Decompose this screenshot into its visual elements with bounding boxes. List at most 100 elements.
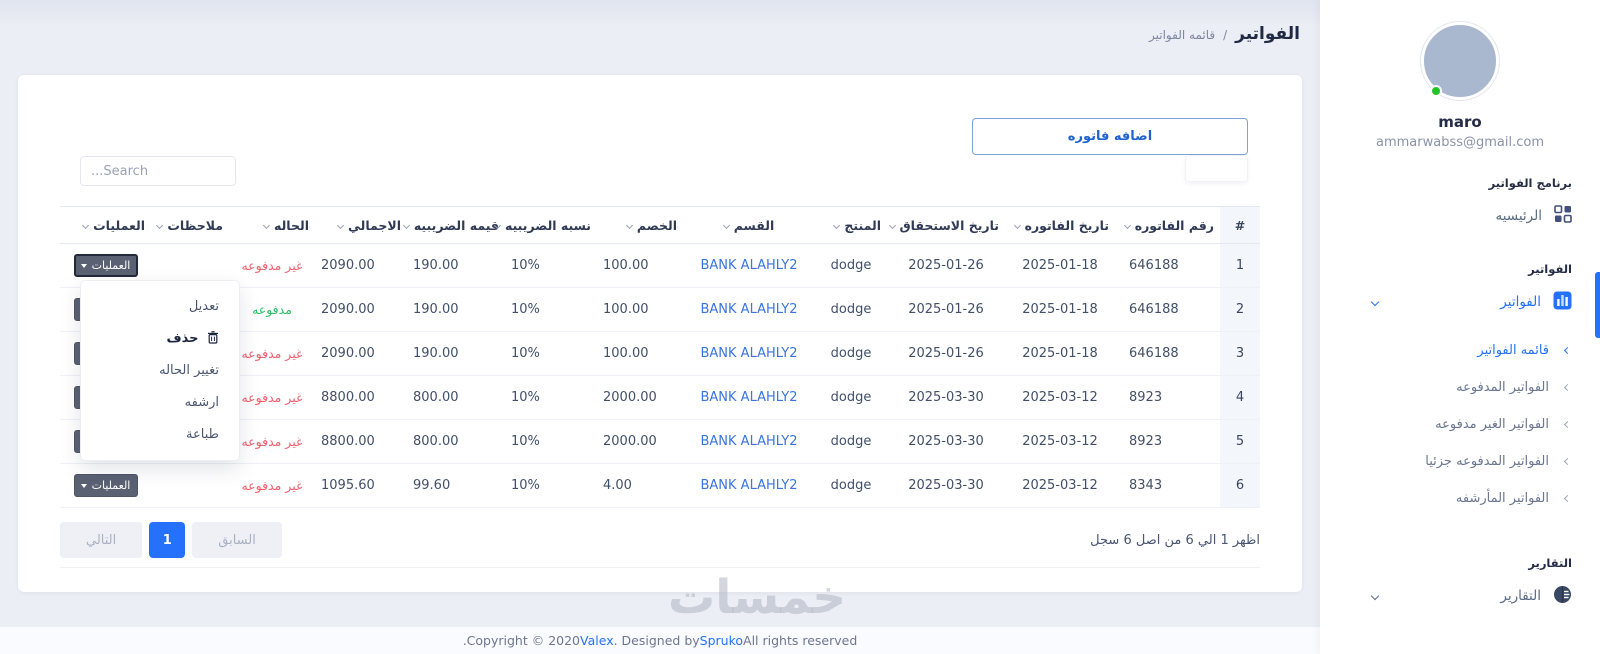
discount-cell: 2000.00 <box>597 419 683 464</box>
invoice-date-cell: 2025-03-12 <box>1005 419 1115 464</box>
tax-value-cell: 190.00 <box>407 331 505 376</box>
next-page-button[interactable]: التالي <box>60 522 143 558</box>
actions-cell: العمليات <box>60 463 151 508</box>
sidebar-subitem-invoice-list[interactable]: قائمه الفواتير <box>1320 332 1600 368</box>
sort-icon <box>262 221 271 229</box>
department-link[interactable]: BANK ALAHLY2 <box>700 258 798 273</box>
header-invoice-date[interactable]: تاريخ الفاتوره <box>1005 206 1115 244</box>
header-actions[interactable]: العمليات <box>60 206 151 244</box>
sidebar: maro ammarwabss@gmail.com برنامج الفواتي… <box>1320 0 1600 654</box>
row-index: 5 <box>1220 419 1260 464</box>
chevron-left-icon <box>1563 420 1572 428</box>
sort-icon <box>722 221 730 229</box>
product-cell: dodge <box>815 331 887 376</box>
section-label-invoices: الفواتير <box>1528 262 1572 276</box>
page-title: الفواتير <box>1235 24 1300 44</box>
user-name: maro <box>1438 113 1482 131</box>
department-link[interactable]: BANK ALAHLY2 <box>700 478 798 493</box>
tax-rate-cell: 10% <box>505 331 597 376</box>
row-index: 4 <box>1220 375 1260 420</box>
spruko-link[interactable]: Spruko <box>699 633 744 648</box>
chevron-left-icon <box>1563 457 1572 465</box>
header-label: الحاله <box>274 217 309 233</box>
table-header-row: # رقم الفاتوره تاريخ الفاتوره تاريخ الاس… <box>60 206 1260 244</box>
header-index: # <box>1220 206 1260 244</box>
header-status[interactable]: الحاله <box>229 206 315 244</box>
department-cell: BANK ALAHLY2 <box>683 287 815 332</box>
actions-button[interactable]: العمليات <box>73 254 138 277</box>
invoice-date-cell: 2025-01-18 <box>1005 243 1115 288</box>
header-label: قيمه الضريبيه <box>413 217 499 233</box>
tax-rate-cell: 10% <box>505 243 597 288</box>
menu-item-edit[interactable]: تعديل <box>188 299 219 314</box>
header-product[interactable]: المنتج <box>815 206 887 244</box>
department-link[interactable]: BANK ALAHLY2 <box>700 390 798 405</box>
add-invoice-label: اضافه فاتوره <box>1067 129 1153 144</box>
header-discount[interactable]: الخصم <box>597 206 683 244</box>
header-invoice-number[interactable]: رقم الفاتوره <box>1115 206 1220 244</box>
menu-item-change-status[interactable]: تغيير الحاله <box>159 363 219 378</box>
trash-icon <box>208 331 218 344</box>
menu-item-label: حذف <box>166 331 199 346</box>
sort-icon <box>156 221 164 229</box>
card-divider <box>60 567 1260 568</box>
header-notes[interactable]: ملاحظات <box>151 206 229 244</box>
invoice-date-cell: 2025-01-18 <box>1005 331 1115 376</box>
online-status-dot <box>1430 85 1442 97</box>
sidebar-item-invoices[interactable]: الفواتير <box>1320 282 1600 322</box>
product-cell: dodge <box>815 375 887 420</box>
invoice-number-cell: 646188 <box>1115 331 1220 376</box>
sort-icon <box>336 221 345 229</box>
sidebar-subitem-label: الفواتير الغير مدفوعه <box>1435 416 1549 432</box>
department-link[interactable]: BANK ALAHLY2 <box>700 302 798 317</box>
valex-link[interactable]: Valex <box>580 633 614 648</box>
caret-down-icon <box>80 263 87 268</box>
tax-value-cell: 800.00 <box>407 375 505 420</box>
department-link[interactable]: BANK ALAHLY2 <box>700 346 798 361</box>
sidebar-item-label: الفواتير <box>1500 294 1541 310</box>
scrollbar-thumb[interactable] <box>1595 272 1600 338</box>
tax-value-cell: 190.00 <box>407 287 505 332</box>
header-label: نسبه الضريبيه <box>505 217 591 233</box>
chevron-left-icon <box>1563 346 1572 354</box>
header-label: تاريخ الفاتوره <box>1024 217 1109 233</box>
sidebar-subitem-unpaid-invoices[interactable]: الفواتير الغير مدفوعه <box>1320 406 1600 442</box>
avatar <box>1421 22 1499 100</box>
header-tax-rate[interactable]: نسبه الضريبيه <box>493 206 597 244</box>
menu-item-print[interactable]: طباعة <box>186 427 219 442</box>
actions-button-label: العمليات <box>91 479 131 492</box>
sort-icon <box>1123 221 1131 229</box>
actions-button[interactable]: العمليات <box>73 474 138 497</box>
chevron-down-icon <box>1370 297 1380 307</box>
current-page-button[interactable]: 1 <box>149 522 186 558</box>
total-cell: 2090.00 <box>315 287 407 332</box>
breadcrumb-separator: / <box>1223 28 1228 42</box>
header-total[interactable]: الاجمالي <box>315 206 407 244</box>
status-badge: غير مدفوعه <box>229 243 315 288</box>
previous-page-button[interactable]: السابق <box>192 522 282 558</box>
department-link[interactable]: BANK ALAHLY2 <box>700 434 798 449</box>
invoice-date-cell: 2025-03-12 <box>1005 375 1115 420</box>
sidebar-subitem-paid-invoices[interactable]: الفواتير المدفوعه <box>1320 369 1600 405</box>
total-cell: 8800.00 <box>315 375 407 420</box>
sidebar-subitem-archived-invoices[interactable]: الفواتير المأرشفه <box>1320 480 1600 516</box>
sidebar-item-reports[interactable]: التقارير <box>1320 576 1600 616</box>
header-department[interactable]: القسم <box>683 206 815 244</box>
breadcrumb-current: قائمه الفواتير <box>1149 28 1216 42</box>
menu-item-delete[interactable]: حذف <box>81 323 239 355</box>
status-badge: غير مدفوعه <box>229 375 315 420</box>
due-date-cell: 2025-03-30 <box>887 375 1005 420</box>
copyright-text: .Copyright © 2020 <box>462 633 581 648</box>
sidebar-item-home[interactable]: الرئيسيه <box>1320 196 1600 236</box>
add-invoice-button[interactable]: اضافه فاتوره <box>972 118 1248 155</box>
search-input[interactable] <box>80 156 236 186</box>
sidebar-subitem-partially-paid-invoices[interactable]: الفواتير المدفوعه جزئيا <box>1320 443 1600 479</box>
menu-item-archive[interactable]: ارشفه <box>184 395 219 410</box>
grid-icon <box>1554 205 1572 227</box>
due-date-cell: 2025-01-26 <box>887 243 1005 288</box>
header-label: الخصم <box>636 217 677 233</box>
sidebar-item-label: التقارير <box>1500 588 1541 604</box>
department-cell: BANK ALAHLY2 <box>683 243 815 288</box>
header-due-date[interactable]: تاريخ الاستحقاق <box>887 206 1005 244</box>
header-tax-value[interactable]: قيمه الضريبيه <box>402 206 505 244</box>
